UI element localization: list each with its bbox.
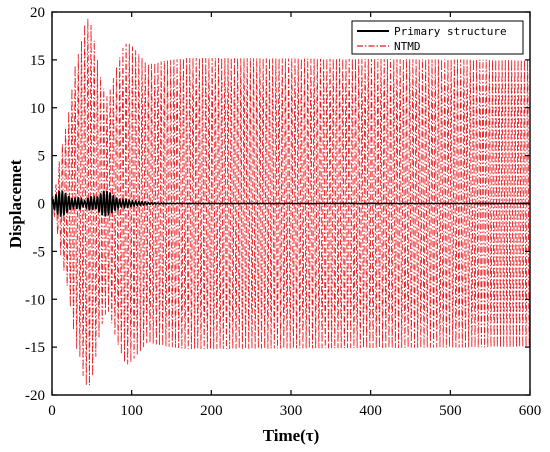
legend-box [351, 20, 524, 55]
y-tick-label: 15 [30, 53, 45, 69]
y-tick-label: 0 [38, 197, 46, 213]
legend-label-ntmd: NTMD [394, 40, 421, 53]
x-tick-label: 300 [280, 403, 303, 419]
legend-label-primary-structure: Primary structure [394, 25, 507, 38]
y-tick-label: 10 [30, 101, 45, 117]
series-layer [52, 18, 530, 386]
x-tick-label: 600 [519, 403, 542, 419]
y-tick-label: -5 [33, 244, 46, 260]
y-tick-label: 20 [30, 5, 45, 21]
y-tick-label: -10 [25, 292, 45, 308]
y-tick-label: -15 [25, 340, 45, 356]
y-tick-label: -20 [25, 388, 45, 404]
x-tick-label: 100 [120, 403, 143, 419]
x-tick-label: 200 [200, 403, 223, 419]
series-primary-structure-line [52, 190, 530, 217]
x-tick-label: 500 [439, 403, 462, 419]
ticks-layer: 0 100 200 300 400 500 600 -20 -15 -10 -5 0 5 10 15 20 [25, 5, 541, 419]
x-tick-label: 400 [359, 403, 382, 419]
y-axis-label: Displacemet [6, 159, 25, 248]
x-tick-label: 0 [48, 403, 56, 419]
x-axis-label: Time(τ) [263, 426, 320, 445]
y-tick-label: 5 [38, 149, 46, 165]
legend: Primary structure NTMD [351, 20, 524, 55]
